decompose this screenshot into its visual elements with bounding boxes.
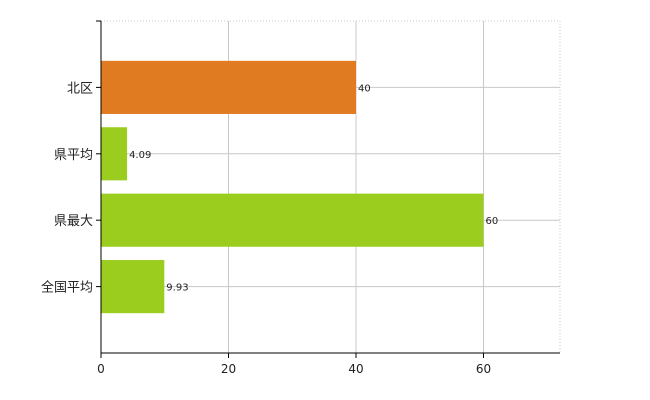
- data-label: 40: [358, 83, 371, 94]
- x-tick-label: 20: [221, 362, 236, 376]
- category-label: 北区: [67, 81, 93, 96]
- bar: [101, 127, 128, 181]
- x-tick-label: 0: [97, 362, 105, 376]
- category-label: 県平均: [54, 148, 93, 163]
- x-tick-label: 40: [348, 362, 363, 376]
- data-label: 60: [486, 216, 499, 227]
- x-tick-label: 60: [476, 362, 491, 376]
- bar: [101, 60, 356, 114]
- data-label: 4.09: [129, 150, 151, 161]
- category-label: 県最大: [54, 214, 93, 229]
- bar-layer: [101, 60, 484, 314]
- axis-layer: [96, 20, 560, 358]
- bar: [101, 260, 165, 314]
- bar: [101, 193, 484, 247]
- data-label: 9.93: [166, 283, 188, 294]
- category-label: 全国平均: [41, 280, 93, 296]
